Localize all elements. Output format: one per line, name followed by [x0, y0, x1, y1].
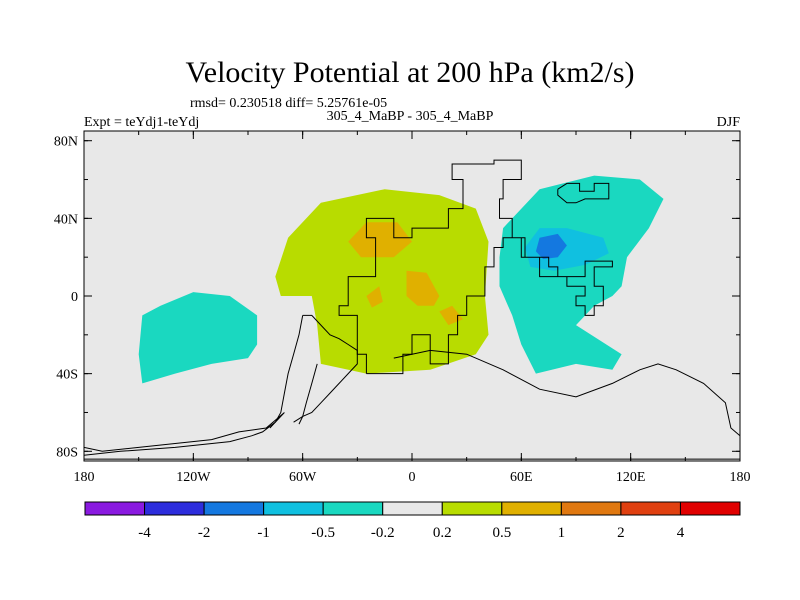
colorbar-swatch	[560, 501, 622, 516]
contour-region-atlantic-positive-core-1	[348, 222, 412, 258]
coastline-north-america-eurasia-coast	[338, 159, 613, 375]
x-tick-label: 60E	[510, 470, 533, 485]
y-tick-label: 40S	[56, 368, 78, 383]
x-tick-label: 180	[74, 470, 95, 485]
colorbar-swatch	[501, 501, 562, 516]
coastline-southern-ocean-ridge	[393, 349, 740, 437]
center-label: 305_4_MaBP - 305_4_MaBP	[327, 109, 494, 124]
colorbar-swatch	[679, 501, 741, 516]
coastline-arabia-outline	[557, 182, 610, 204]
colorbar-label: -0.2	[371, 525, 395, 541]
y-tick-label: 40N	[54, 212, 78, 227]
colorbar-label: -1	[257, 525, 270, 541]
colorbar-swatch	[322, 501, 384, 516]
y-tick-label: 80S	[56, 445, 78, 460]
y-tick-label: 80N	[54, 135, 78, 150]
y-axis: 80N 40N 0 40S 80S	[54, 135, 740, 460]
right-label: DJF	[717, 115, 741, 130]
colorbar-swatch	[441, 501, 503, 516]
contour-region-indian-ocean-negative-center	[535, 233, 567, 260]
coastline-south-america-east-coast	[293, 314, 358, 423]
y-tick-label: 0	[71, 290, 78, 305]
x-tick-label: 60W	[289, 470, 317, 485]
colorbar-label: 0.5	[492, 525, 511, 541]
colorbar-label: 4	[677, 525, 685, 541]
coastline-antarctic-peninsula	[298, 363, 318, 425]
x-axis: 180 120W 60W 0 60E 120E 180	[74, 131, 751, 485]
colorbar-swatch	[620, 501, 681, 516]
colorbar-swatch	[203, 501, 265, 516]
colorbar-swatch	[382, 501, 443, 516]
chart-title: Velocity Potential at 200 hPa (km2/s)	[185, 56, 634, 89]
contour-region-central-pacific-negative	[138, 292, 258, 384]
contour-region-atlantic-positive-core-4	[439, 305, 463, 326]
x-tick-label: 0	[409, 470, 416, 485]
coastline-antarctica-coast	[84, 412, 285, 456]
x-tick-label: 120E	[616, 470, 646, 485]
stats-line: rmsd= 0.230518 diff= 5.25761e-05	[190, 96, 387, 111]
colorbar-swatch	[263, 501, 324, 516]
colorbar-swatch	[84, 501, 146, 516]
contour-regions	[138, 175, 664, 384]
contour-region-indian-ocean-negative	[499, 175, 664, 374]
contour-region-atlantic-positive-core-2	[406, 270, 440, 306]
colorbar: -4 -2 -1 -0.5 -0.2 0.2 0.5 1 2 4	[84, 501, 741, 541]
x-tick-label: 120W	[176, 470, 211, 485]
colorbar-label: -0.5	[311, 525, 335, 541]
contour-region-atlantic-positive-core-3	[366, 286, 383, 308]
contour-region-atlantic-positive	[275, 189, 489, 374]
colorbar-label: 1	[558, 525, 566, 541]
colorbar-label: 0.2	[433, 525, 452, 541]
colorbar-label: -4	[138, 525, 151, 541]
colorbar-label: -2	[198, 525, 211, 541]
left-label: Expt = teYdj1-teYdj	[84, 115, 199, 130]
colorbar-label: 2	[617, 525, 625, 541]
colorbar-swatch	[144, 501, 205, 516]
x-tick-label: 180	[730, 470, 751, 485]
